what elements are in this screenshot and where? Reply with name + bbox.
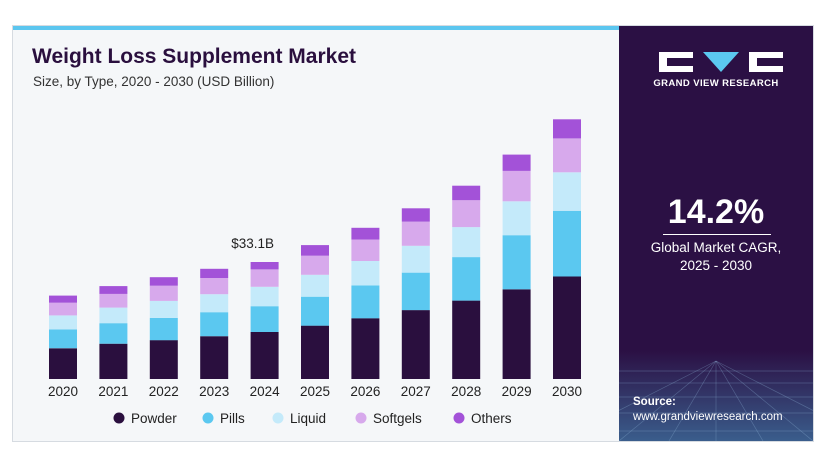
legend-label-pills: Pills bbox=[220, 411, 245, 426]
bar-softgels-2028 bbox=[452, 200, 481, 228]
bar-powder-2021 bbox=[99, 343, 128, 379]
x-tick-label-2021: 2021 bbox=[98, 384, 128, 399]
bar-softgels-2022 bbox=[149, 285, 178, 301]
bar-softgels-2030 bbox=[553, 138, 581, 173]
bar-softgels-2027 bbox=[401, 221, 430, 246]
legend-marker-powder bbox=[113, 412, 125, 424]
bar-powder-2030 bbox=[553, 276, 581, 379]
bar-softgels-2024 bbox=[250, 269, 279, 287]
legend-marker-softgels bbox=[355, 412, 367, 424]
bar-others-2028 bbox=[452, 185, 481, 201]
bar-pills-2023 bbox=[200, 312, 229, 337]
x-tick-label-2022: 2022 bbox=[149, 384, 179, 399]
x-tick-label-2027: 2027 bbox=[401, 384, 431, 399]
legend-marker-pills bbox=[202, 412, 214, 424]
bar-pills-2025 bbox=[301, 296, 329, 326]
bar-pills-2030 bbox=[553, 210, 581, 277]
bar-powder-2020 bbox=[49, 348, 77, 379]
bar-pills-2026 bbox=[351, 285, 380, 319]
bar-softgels-2023 bbox=[200, 277, 229, 295]
annotation-2024: $33.1B bbox=[231, 236, 274, 251]
bar-pills-2020 bbox=[49, 329, 77, 349]
bar-liquid-2029 bbox=[502, 201, 531, 236]
bar-others-2030 bbox=[553, 119, 581, 139]
bar-softgels-2021 bbox=[99, 293, 128, 308]
cagr-label-line1: Global Market CAGR, bbox=[650, 240, 782, 255]
bar-others-2027 bbox=[401, 208, 430, 222]
legend-label-liquid: Liquid bbox=[290, 411, 326, 426]
bar-liquid-2020 bbox=[49, 315, 77, 330]
info-sidebar: GRAND VIEW RESEARCH 14.2% Global Market … bbox=[619, 26, 813, 441]
x-tick-label-2029: 2029 bbox=[502, 384, 532, 399]
x-tick-label-2030: 2030 bbox=[552, 384, 582, 399]
bar-others-2022 bbox=[149, 277, 178, 286]
x-tick-label-2026: 2026 bbox=[350, 384, 380, 399]
bar-others-2021 bbox=[99, 286, 128, 294]
chart-title: Weight Loss Supplement Market bbox=[32, 45, 356, 68]
cagr-label-line2: 2025 - 2030 bbox=[679, 258, 753, 273]
legend-label-powder: Powder bbox=[131, 411, 177, 426]
bar-liquid-2028 bbox=[452, 227, 481, 258]
bar-pills-2028 bbox=[452, 257, 481, 301]
cagr-divider bbox=[663, 234, 771, 235]
bar-liquid-2030 bbox=[553, 172, 581, 211]
source-label: Source: bbox=[633, 396, 676, 408]
bar-powder-2024 bbox=[250, 332, 279, 379]
bar-pills-2024 bbox=[250, 306, 279, 332]
bar-liquid-2026 bbox=[351, 261, 380, 286]
chart-card: Weight Loss Supplement Market Size, by T… bbox=[12, 25, 814, 442]
bar-others-2024 bbox=[250, 262, 279, 270]
bar-others-2023 bbox=[200, 268, 229, 278]
legend-marker-liquid bbox=[272, 412, 284, 424]
brand-name: GRAND VIEW RESEARCH bbox=[653, 78, 779, 89]
chart-panel: Weight Loss Supplement Market Size, by T… bbox=[13, 26, 619, 441]
x-tick-label-2020: 2020 bbox=[48, 384, 78, 399]
bar-powder-2028 bbox=[452, 300, 481, 379]
x-tick-label-2025: 2025 bbox=[300, 384, 330, 399]
bar-liquid-2027 bbox=[401, 245, 430, 273]
bar-softgels-2029 bbox=[502, 170, 531, 202]
grand-view-research-logo bbox=[659, 52, 783, 72]
bar-liquid-2024 bbox=[250, 286, 279, 307]
chart-subtitle: Size, by Type, 2020 - 2030 (USD Billion) bbox=[33, 74, 275, 89]
bar-pills-2029 bbox=[502, 235, 531, 290]
cagr-label: Global Market CAGR, 2025 - 2030 bbox=[619, 239, 813, 275]
bar-liquid-2023 bbox=[200, 294, 229, 313]
bar-softgels-2020 bbox=[49, 302, 77, 316]
bar-others-2020 bbox=[49, 295, 77, 303]
grid-floor-graphic bbox=[619, 351, 813, 441]
bar-pills-2022 bbox=[149, 317, 178, 341]
bar-softgels-2025 bbox=[301, 255, 329, 275]
x-tick-label-2023: 2023 bbox=[199, 384, 229, 399]
x-tick-label-2024: 2024 bbox=[250, 384, 281, 399]
bar-liquid-2021 bbox=[99, 307, 128, 324]
source-url: www.grandviewresearch.com bbox=[633, 411, 783, 423]
bar-others-2026 bbox=[351, 227, 380, 240]
x-tick-label-2028: 2028 bbox=[451, 384, 481, 399]
bar-softgels-2026 bbox=[351, 239, 380, 261]
bar-liquid-2025 bbox=[301, 274, 329, 297]
bar-pills-2021 bbox=[99, 323, 128, 344]
bar-powder-2026 bbox=[351, 318, 380, 379]
cagr-value: 14.2% bbox=[667, 193, 765, 231]
bar-powder-2027 bbox=[401, 310, 430, 379]
bar-others-2029 bbox=[502, 154, 531, 171]
bar-liquid-2022 bbox=[149, 300, 178, 318]
bar-others-2025 bbox=[301, 245, 329, 256]
chart-plot: 2020 2021 2022 2023 2024 $33.1B 2025 2026 2027 20… bbox=[48, 119, 582, 426]
bar-powder-2029 bbox=[502, 289, 531, 379]
bar-powder-2025 bbox=[301, 325, 329, 379]
bar-pills-2027 bbox=[401, 272, 430, 311]
legend-marker-others bbox=[453, 412, 465, 424]
legend-label-others: Others bbox=[471, 411, 512, 426]
legend-label-softgels: Softgels bbox=[373, 411, 422, 426]
bar-powder-2023 bbox=[200, 336, 229, 379]
bar-powder-2022 bbox=[149, 340, 178, 379]
